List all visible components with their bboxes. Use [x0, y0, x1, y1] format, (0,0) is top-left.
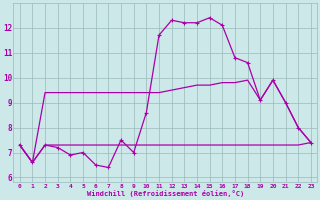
X-axis label: Windchill (Refroidissement éolien,°C): Windchill (Refroidissement éolien,°C) [87, 190, 244, 197]
